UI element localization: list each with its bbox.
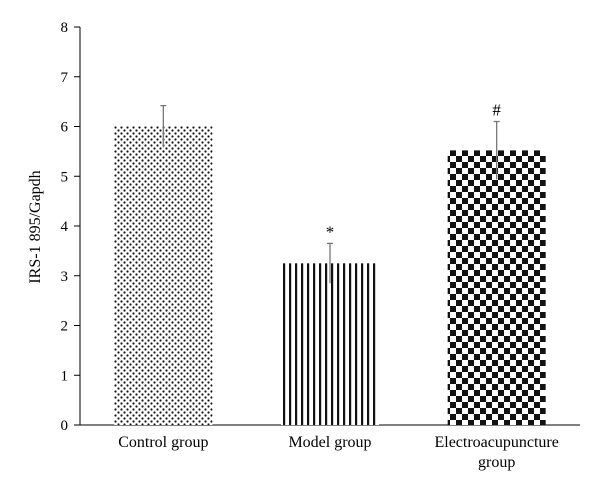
category-labels: Control group Model group Electroacupunctu… [118,434,559,471]
x-tick-label: Electroacupuncture group [434,434,558,471]
x-tick-label-line: Control group [118,434,208,451]
y-tick-label: 5 [61,169,69,185]
x-tick-label-line: Electroacupuncture [434,434,558,451]
x-tick-label: Model group [288,434,371,451]
bar [447,150,546,425]
y-tick-label: 0 [61,418,69,434]
significance-marker: * [326,222,335,241]
y-tick-label: 8 [61,20,69,36]
y-tick-label: 3 [61,269,69,285]
significance-marker: # [492,101,501,120]
y-tick-label: 2 [61,319,69,335]
x-tick-label-line: group [478,454,515,471]
bar [114,126,213,425]
y-axis: 0 1 2 3 4 5 6 7 8 [61,20,81,434]
y-tick-label: 4 [61,219,69,235]
y-tick-label: 6 [61,120,69,136]
x-tick-label-line: Model group [288,434,371,451]
y-tick-label: 1 [61,368,69,384]
bar [281,263,379,425]
y-axis-label: IRS-1 895/Gapdh [27,170,44,283]
bars: *# [114,101,546,425]
y-tick-label: 7 [61,70,69,86]
x-tick-label: Control group [118,434,208,451]
